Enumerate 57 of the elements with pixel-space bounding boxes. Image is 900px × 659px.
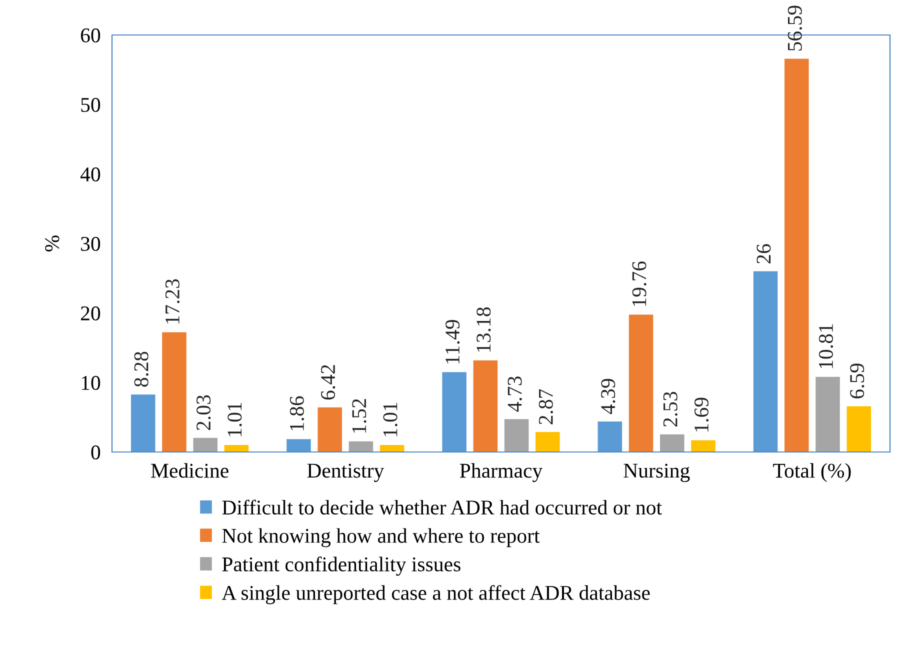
data-label: 6.42 xyxy=(321,365,336,400)
data-label: 8.28 xyxy=(134,352,148,387)
data-label: 2.03 xyxy=(196,395,211,430)
data-label: 26 xyxy=(756,244,771,264)
y-tick-label: 20 xyxy=(80,306,100,320)
bar xyxy=(224,444,249,452)
data-label: 56.59 xyxy=(788,6,802,51)
bar xyxy=(193,438,218,452)
data-label: 10.81 xyxy=(818,324,834,368)
data-label: 13.18 xyxy=(476,307,491,352)
bar xyxy=(598,421,622,452)
y-tick-label: 30 xyxy=(81,236,100,251)
data-label: 11.49 xyxy=(446,320,460,364)
bar xyxy=(784,58,809,452)
bar xyxy=(504,419,529,452)
data-label: 1.01 xyxy=(383,402,398,436)
bar xyxy=(162,332,186,452)
bar xyxy=(286,439,311,452)
bar xyxy=(846,406,872,452)
legend-label: A single unreported case a not affect ADR database xyxy=(222,585,650,604)
bar xyxy=(380,444,404,452)
data-label: 4.73 xyxy=(508,376,522,412)
y-tick-label: 60 xyxy=(80,28,100,42)
bar xyxy=(536,432,560,452)
bar xyxy=(660,434,684,452)
legend-label: Difficult to decide whether ADR had occurred or not xyxy=(222,500,662,515)
x-tick-label: Total (%) xyxy=(773,463,851,482)
data-label: 1.52 xyxy=(352,399,366,433)
data-label: 1.69 xyxy=(694,398,709,432)
bar xyxy=(318,407,342,452)
legend-label: Patient confidentiality issues xyxy=(222,556,460,576)
y-tick-label: 40 xyxy=(80,167,100,182)
bar xyxy=(816,376,840,452)
data-label: 2.87 xyxy=(538,389,553,424)
data-label: 1.86 xyxy=(290,396,304,430)
data-label: 2.53 xyxy=(663,392,678,427)
data-label: 17.23 xyxy=(165,279,180,324)
y-axis-title: % xyxy=(45,236,60,252)
bar xyxy=(628,314,654,452)
bar xyxy=(691,440,716,452)
bar xyxy=(442,372,466,452)
y-tick-label: 10 xyxy=(82,376,100,390)
x-tick-label: Nursing xyxy=(624,464,690,482)
data-label: 6.59 xyxy=(850,364,864,398)
data-label: 19.76 xyxy=(632,261,646,306)
bar xyxy=(130,394,156,452)
x-tick-label: Pharmacy xyxy=(460,463,543,482)
y-tick-label: 50 xyxy=(81,98,100,112)
bar xyxy=(473,360,498,452)
data-label: 4.39 xyxy=(601,378,616,414)
x-tick-label: Dentistry xyxy=(307,464,384,482)
x-tick-label: Medicine xyxy=(151,463,228,478)
legend-label: Not knowing how and where to report xyxy=(222,528,540,548)
y-tick-label: 0 xyxy=(91,445,100,460)
bar xyxy=(753,271,778,452)
bar xyxy=(348,441,374,452)
data-label: 1.01 xyxy=(228,402,242,436)
